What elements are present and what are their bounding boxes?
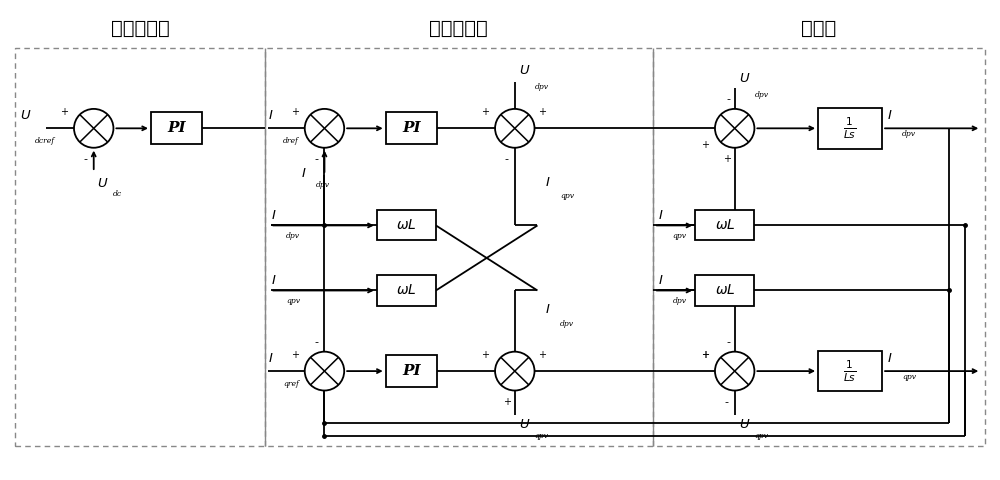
Text: $\omega L$: $\omega L$ bbox=[715, 218, 735, 232]
Text: 逆变器: 逆变器 bbox=[801, 19, 836, 38]
Bar bbox=[386, 355, 437, 387]
Text: -: - bbox=[84, 155, 88, 165]
Text: +: + bbox=[701, 349, 709, 360]
Text: dc: dc bbox=[112, 191, 122, 198]
Text: $I$: $I$ bbox=[658, 274, 663, 288]
Text: -: - bbox=[725, 397, 729, 407]
Text: $\frac{1}{Ls}$: $\frac{1}{Ls}$ bbox=[843, 358, 857, 384]
Circle shape bbox=[495, 109, 535, 148]
Text: $U$: $U$ bbox=[519, 64, 530, 77]
Bar bbox=[377, 276, 436, 306]
Text: qpv: qpv bbox=[673, 232, 687, 240]
Text: dpv: dpv bbox=[902, 130, 916, 138]
Text: +: + bbox=[538, 349, 546, 360]
Bar bbox=[377, 210, 436, 240]
Text: $I$: $I$ bbox=[887, 352, 893, 365]
Bar bbox=[695, 276, 754, 306]
Text: $U$: $U$ bbox=[739, 72, 750, 84]
Text: $I$: $I$ bbox=[545, 176, 551, 189]
Text: +: + bbox=[291, 107, 299, 117]
Bar bbox=[386, 112, 437, 144]
Text: +: + bbox=[723, 155, 731, 165]
Text: dpv: dpv bbox=[535, 84, 549, 91]
Text: +: + bbox=[538, 107, 546, 117]
Bar bbox=[818, 351, 882, 392]
Text: $\omega L$: $\omega L$ bbox=[715, 284, 735, 298]
Bar bbox=[15, 48, 985, 446]
Text: PI: PI bbox=[167, 121, 186, 135]
Text: +: + bbox=[701, 349, 709, 360]
Text: $\omega L$: $\omega L$ bbox=[396, 284, 417, 298]
Circle shape bbox=[74, 109, 113, 148]
Text: $U$: $U$ bbox=[97, 177, 108, 190]
Text: $I$: $I$ bbox=[271, 209, 277, 222]
Circle shape bbox=[715, 109, 754, 148]
Text: -: - bbox=[315, 337, 319, 347]
Bar bbox=[151, 112, 202, 144]
Text: $I$: $I$ bbox=[271, 274, 277, 288]
Text: dcref: dcref bbox=[35, 137, 55, 145]
Text: qpv: qpv bbox=[754, 432, 768, 440]
Text: $U$: $U$ bbox=[519, 418, 530, 431]
Text: dpv: dpv bbox=[316, 181, 330, 189]
Text: qref: qref bbox=[283, 380, 299, 388]
Text: $I$: $I$ bbox=[268, 352, 274, 365]
Text: qpv: qpv bbox=[902, 373, 916, 381]
Text: $U$: $U$ bbox=[739, 418, 750, 431]
Text: -: - bbox=[727, 337, 731, 347]
Text: -: - bbox=[315, 155, 319, 165]
Text: $I$: $I$ bbox=[268, 109, 274, 122]
Circle shape bbox=[495, 352, 535, 391]
Text: $I$: $I$ bbox=[887, 109, 893, 122]
Text: +: + bbox=[291, 349, 299, 360]
Text: $\frac{1}{Ls}$: $\frac{1}{Ls}$ bbox=[843, 116, 857, 141]
Circle shape bbox=[305, 109, 344, 148]
Circle shape bbox=[305, 352, 344, 391]
Text: $I$: $I$ bbox=[658, 209, 663, 222]
Text: +: + bbox=[503, 397, 511, 407]
Text: +: + bbox=[481, 107, 489, 117]
Text: qpv: qpv bbox=[560, 192, 574, 200]
Text: dpv: dpv bbox=[560, 320, 574, 327]
Text: $U$: $U$ bbox=[20, 109, 31, 122]
Text: dpv: dpv bbox=[673, 297, 687, 305]
Circle shape bbox=[715, 352, 754, 391]
Bar bbox=[695, 210, 754, 240]
Text: PI: PI bbox=[402, 121, 421, 135]
Text: -: - bbox=[505, 155, 509, 165]
Text: $\omega L$: $\omega L$ bbox=[396, 218, 417, 232]
Text: +: + bbox=[60, 107, 68, 117]
Text: $I$: $I$ bbox=[301, 167, 306, 180]
Bar bbox=[818, 108, 882, 149]
Text: qpv: qpv bbox=[286, 297, 300, 305]
Text: -: - bbox=[727, 94, 731, 104]
Text: dref: dref bbox=[283, 137, 299, 145]
Text: dpv: dpv bbox=[286, 232, 300, 240]
Text: +: + bbox=[481, 349, 489, 360]
Text: 电流控制器: 电流控制器 bbox=[429, 19, 488, 38]
Text: $I$: $I$ bbox=[545, 303, 551, 316]
Text: +: + bbox=[701, 140, 709, 150]
Text: qpv: qpv bbox=[535, 432, 549, 440]
Text: dpv: dpv bbox=[754, 91, 768, 99]
Text: 电压控制器: 电压控制器 bbox=[111, 19, 169, 38]
Text: PI: PI bbox=[402, 364, 421, 378]
